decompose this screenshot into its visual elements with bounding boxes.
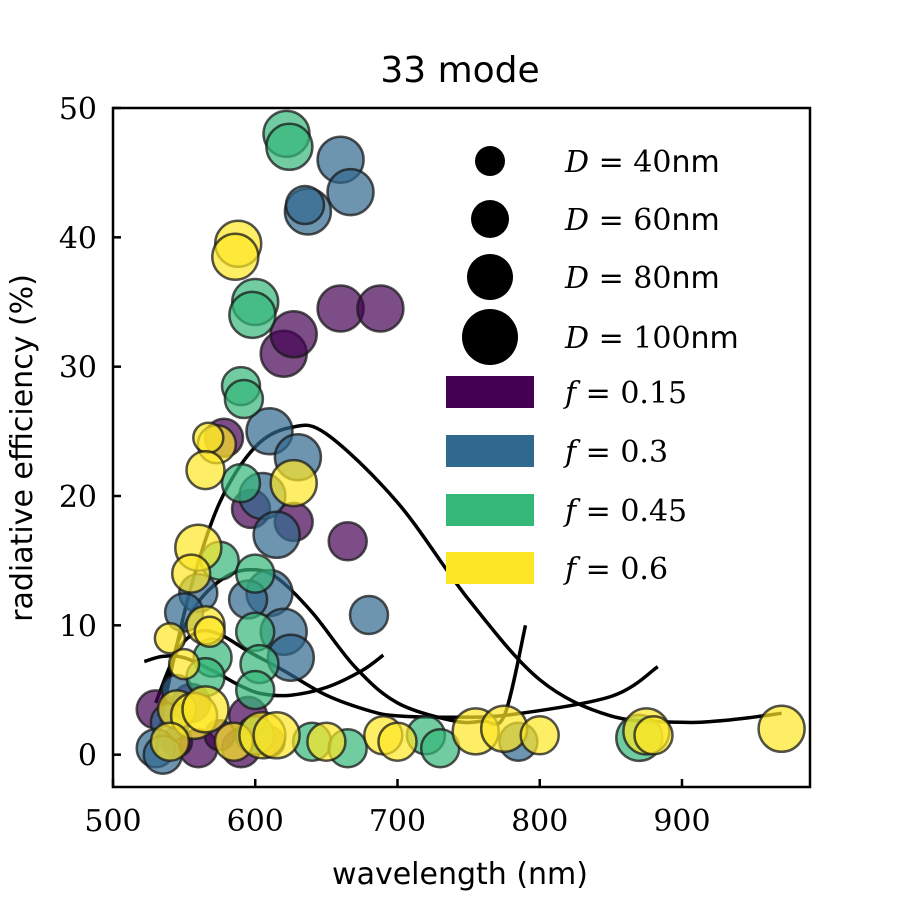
point-f0.45-12	[234, 669, 276, 711]
chart-title: 33 mode	[380, 50, 539, 91]
fit-curve-2	[154, 628, 659, 719]
y-tick-label-0: 0	[78, 739, 97, 774]
point-f0.6-24	[519, 715, 560, 756]
x-tick-label-900: 900	[653, 804, 710, 839]
point-f0.15-1	[269, 310, 318, 359]
point-f0.15-6	[327, 521, 368, 562]
point-f0.3-1	[326, 167, 375, 217]
point-f0.45-1	[265, 122, 314, 172]
y-tick-label-40: 40	[59, 221, 97, 256]
y-tick-label-50: 50	[59, 92, 97, 127]
point-f0.6-18	[252, 711, 301, 760]
point-f0.6-1	[211, 232, 260, 281]
point-f0.3-14	[348, 594, 390, 636]
legend-swatch-f0.3	[446, 435, 534, 467]
point-f0.6-3	[192, 421, 225, 455]
x-tick-label-700: 700	[369, 804, 426, 839]
x-tick-label-500: 500	[84, 804, 141, 839]
legend-marker-d60	[471, 200, 509, 238]
point-f0.45-3	[228, 290, 277, 340]
legend-marker-d80	[467, 254, 513, 300]
legend-swatch-f0.6	[446, 552, 534, 584]
y-tick-label-20: 20	[59, 480, 97, 515]
point-f0.6-23	[479, 704, 529, 754]
point-f0.45-6	[220, 462, 262, 504]
legend-label-f0.3: f = 0.3	[563, 435, 668, 470]
y-tick-label-30: 30	[59, 351, 97, 386]
legend-marker-d40	[475, 146, 505, 176]
point-f0.3-3	[284, 184, 326, 226]
legend-label-d100: D = 100nm	[564, 321, 739, 356]
point-f0.6-19	[306, 721, 347, 762]
legend-label-d40: D = 40nm	[564, 145, 720, 180]
point-f0.6-5	[269, 458, 318, 508]
point-f0.6-14	[181, 685, 230, 734]
point-f0.6-4	[185, 449, 226, 491]
point-f0.15-3	[356, 284, 405, 333]
y-axis-label: radiative efficiency (%)	[5, 274, 40, 622]
legend-label-d80: D = 80nm	[564, 261, 720, 296]
plot-frame	[111, 106, 812, 789]
point-f0.45-5	[223, 378, 265, 420]
point-f0.6-11	[167, 647, 201, 681]
point-f0.3-7	[252, 510, 301, 560]
point-f0.6-27	[757, 704, 806, 754]
legend-swatch-f0.45	[446, 494, 534, 526]
legend-label-f0.6: f = 0.6	[563, 552, 668, 587]
x-axis-label: wavelength (nm)	[332, 857, 588, 892]
point-f0.6-9	[193, 615, 226, 649]
data-points	[135, 109, 806, 775]
point-f0.6-26	[633, 715, 674, 756]
point-f0.6-10	[153, 622, 187, 655]
y-tick-label-10: 10	[59, 609, 97, 644]
point-f0.6-15	[149, 721, 191, 762]
x-tick-label-800: 800	[511, 804, 568, 839]
legend-label-d60: D = 60nm	[564, 203, 720, 238]
legend-swatch-f0.15	[446, 376, 534, 408]
legend-label-f0.45: f = 0.45	[563, 494, 687, 529]
legend-label-f0.15: f = 0.15	[563, 376, 687, 411]
legend-marker-d100	[462, 309, 518, 365]
point-f0.45-8	[234, 553, 276, 594]
x-tick-label-600: 600	[227, 804, 284, 839]
legend: D = 40nm D = 60nm D = 80nm D = 100nm f = 0.1…	[446, 145, 739, 587]
point-f0.6-21	[377, 721, 418, 762]
point-f0.6-7	[170, 553, 212, 594]
axes: 500 600 700 800 900 0 10 20 30 40 50	[59, 92, 812, 839]
